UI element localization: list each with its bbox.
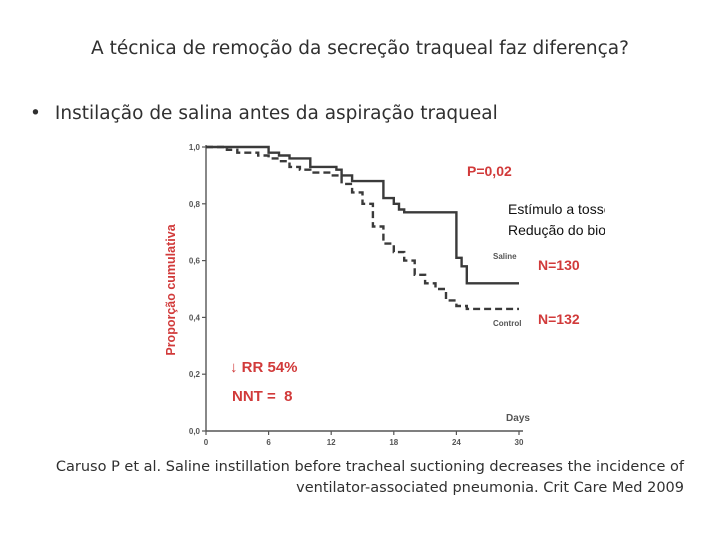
- chart-svg: Proporção cumulativa Days P=0,02 Estímul…: [164, 143, 644, 447]
- survival-chart: Proporção cumulativa Days P=0,02 Estímul…: [155, 135, 644, 450]
- y-tick-label: 1,0: [189, 143, 201, 152]
- x-tick-label: 12: [327, 438, 336, 447]
- question-2: Redução do biofilme?: [508, 222, 605, 238]
- x-tick-label: 24: [452, 438, 461, 447]
- bullet-text: Instilação de salina antes da aspiração …: [54, 103, 498, 124]
- y-tick-label: 0,8: [189, 200, 201, 209]
- bullet-item: • Instilação de salina antes da aspiração…: [30, 103, 498, 124]
- rr-annotation: ↓ RR 54%: [230, 359, 298, 376]
- slide-title: A técnica de remoção da secreção traquea…: [91, 38, 629, 59]
- citation-line-1: Caruso P et al. Saline instillation befo…: [55, 459, 684, 475]
- x-tick-label: 0: [204, 438, 209, 447]
- x-tick-label: 18: [389, 438, 398, 447]
- y-tick-label: 0,2: [189, 370, 201, 379]
- x-tick-label: 30: [515, 438, 524, 447]
- p-value-label: P=0,02: [467, 163, 512, 179]
- control-series-line: [206, 145, 519, 311]
- nnt-annotation: NNT = 8: [232, 388, 292, 405]
- citation-line-2: ventilator-associated pneumonia. Crit Ca…: [296, 480, 684, 496]
- y-axis-label: Proporção cumulativa: [164, 223, 178, 355]
- x-tick-label: 6: [266, 438, 271, 447]
- y-tick-label: 0,4: [189, 313, 201, 322]
- saline-n-label: N=130: [538, 257, 580, 273]
- bullet-dot-icon: •: [30, 103, 41, 124]
- x-axis-label: Days: [506, 413, 530, 424]
- y-tick-label: 0,0: [189, 427, 201, 436]
- y-tick-label: 0,6: [189, 257, 201, 266]
- saline-series-line: [206, 145, 519, 285]
- control-n-label: N=132: [538, 311, 580, 327]
- saline-series-label: Saline: [493, 252, 517, 261]
- control-series-label: Control: [493, 319, 521, 328]
- question-1: Estímulo a tosse?: [508, 201, 605, 217]
- citation: Caruso P et al. Saline instillation befo…: [40, 457, 684, 499]
